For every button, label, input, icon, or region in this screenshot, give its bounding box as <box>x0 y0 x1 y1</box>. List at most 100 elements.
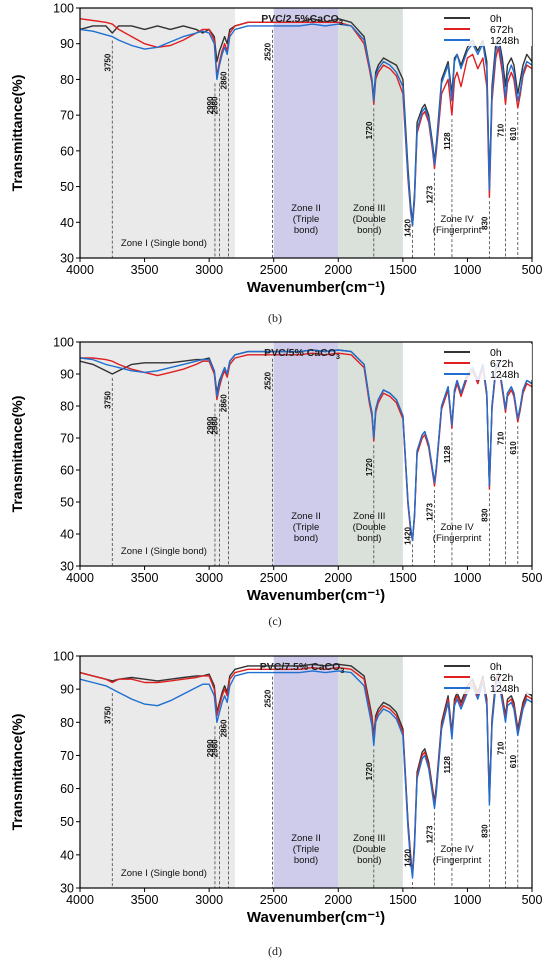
series-line-1248h <box>79 349 533 542</box>
peak-label-3750: 3750 <box>103 706 112 724</box>
zone-label-4: Zone IV (Fingerprint <box>433 214 482 236</box>
chart-panel-c: 3750 2990 2980 2860 2520 1720 1420 1273 1128 830 7… <box>0 332 550 622</box>
y-tick-label-40: 40 <box>60 528 74 542</box>
peak-label-610: 610 <box>509 127 518 141</box>
peak-label-2860: 2860 <box>220 719 229 737</box>
zone-label-3: Zone III (Double bond) <box>353 511 386 544</box>
zone-label-2: Zone II (Triple bond) <box>291 203 321 236</box>
zone-label-1: Zone I (Single bond) <box>121 546 207 557</box>
x-tick-label-1500: 1500 <box>389 571 417 585</box>
peak-label-1273: 1273 <box>425 503 434 521</box>
peak-label-1720: 1720 <box>365 458 374 476</box>
x-tick-label-500: 500 <box>522 263 543 277</box>
legend-label-672h: 672h <box>490 24 514 36</box>
plot-frame <box>79 655 533 889</box>
y-tick-label-90: 90 <box>60 683 74 697</box>
peak-label-1420: 1420 <box>404 849 413 867</box>
y-tick-label-50: 50 <box>60 496 74 510</box>
panel-label-d: (d) <box>268 944 282 958</box>
y-tick-label-100: 100 <box>53 650 74 664</box>
y-tick-label-30: 30 <box>60 560 74 574</box>
peak-label-2990: 2990 <box>206 96 215 114</box>
plot-frame <box>79 341 533 567</box>
legend-label-672h: 672h <box>490 358 514 370</box>
legend-label-0h: 0h <box>490 661 502 673</box>
y-tick-label-90: 90 <box>60 37 74 51</box>
chart-title: PVC/7.5% CaCO3 <box>260 661 345 675</box>
plot-frame <box>79 7 533 259</box>
y-axis-label: Transmittance(%) <box>9 75 25 192</box>
chart-panel-d: 3750 2990 2980 2860 2520 1720 1420 1273 1128 830 7… <box>0 642 550 938</box>
y-tick-label-70: 70 <box>60 432 74 446</box>
series-line-1248h <box>79 670 533 879</box>
peak-label-2990: 2990 <box>206 416 215 434</box>
y-tick-label-100: 100 <box>53 336 74 350</box>
peak-label-1128: 1128 <box>443 756 452 774</box>
y-tick-label-80: 80 <box>60 73 74 87</box>
peak-label-1720: 1720 <box>365 762 374 780</box>
x-tick-label-4000: 4000 <box>66 893 94 907</box>
legend-label-672h: 672h <box>490 672 514 684</box>
zone-label-3: Zone III (Double bond) <box>353 203 386 236</box>
zone-band-3 <box>338 8 403 258</box>
series-line-1248h <box>79 23 533 227</box>
y-tick-label-60: 60 <box>60 144 74 158</box>
chart-title: PVC/2.5%CaCO3 <box>261 13 343 27</box>
y-tick-label-40: 40 <box>60 216 74 230</box>
peak-label-2860: 2860 <box>220 71 229 89</box>
x-tick-label-1000: 1000 <box>454 893 482 907</box>
peak-label-1273: 1273 <box>425 185 434 203</box>
peak-label-2520: 2520 <box>263 689 272 707</box>
x-axis-label: Wavenumber(cm⁻¹) <box>247 279 385 296</box>
zone-label-2: Zone II (Triple bond) <box>291 833 321 866</box>
x-tick-label-3000: 3000 <box>195 571 223 585</box>
peak-label-710: 710 <box>497 741 506 755</box>
zone-band-2 <box>273 656 339 888</box>
peak-label-1720: 1720 <box>365 121 374 139</box>
x-tick-label-3000: 3000 <box>195 893 223 907</box>
y-tick-label-40: 40 <box>60 848 74 862</box>
x-tick-label-3500: 3500 <box>131 263 159 277</box>
zone-band-3 <box>338 342 403 566</box>
legend-label-1248h: 1248h <box>490 683 519 695</box>
x-tick-label-1500: 1500 <box>389 893 417 907</box>
peak-label-830: 830 <box>480 508 489 522</box>
panel-label-b: (b) <box>268 311 282 325</box>
y-tick-label-80: 80 <box>60 400 74 414</box>
x-tick-label-3500: 3500 <box>131 893 159 907</box>
legend-label-1248h: 1248h <box>490 35 519 47</box>
zone-label-1: Zone I (Single bond) <box>121 238 207 249</box>
peak-label-2520: 2520 <box>263 371 272 389</box>
y-tick-label-60: 60 <box>60 464 74 478</box>
legend-label-0h: 0h <box>490 13 502 25</box>
x-tick-label-2000: 2000 <box>324 571 352 585</box>
zone-label-4: Zone IV (Fingerprint <box>433 844 482 866</box>
chart-panel-b: 3750 2990 2980 2860 2520 1720 1420 1273 1128 830 7… <box>0 0 550 310</box>
peak-label-3750: 3750 <box>103 391 112 409</box>
y-tick-label-80: 80 <box>60 716 74 730</box>
legend-label-0h: 0h <box>490 347 502 359</box>
peak-label-2860: 2860 <box>220 394 229 412</box>
zone-label-3: Zone III (Double bond) <box>353 833 386 866</box>
zone-label-2: Zone II (Triple bond) <box>291 511 321 544</box>
peak-label-1420: 1420 <box>404 219 413 237</box>
peak-label-2980: 2980 <box>210 739 219 757</box>
peak-label-1128: 1128 <box>443 132 452 150</box>
x-tick-label-500: 500 <box>522 571 543 585</box>
y-tick-label-30: 30 <box>60 882 74 896</box>
peak-label-610: 610 <box>509 754 518 768</box>
zone-band-1 <box>80 342 274 566</box>
peak-label-610: 610 <box>509 441 518 455</box>
chart-title: PVC/5% CaCO3 <box>264 347 340 361</box>
peak-label-710: 710 <box>497 123 506 137</box>
x-tick-label-2500: 2500 <box>260 893 288 907</box>
x-tick-label-3500: 3500 <box>131 571 159 585</box>
peak-label-3750: 3750 <box>103 53 112 71</box>
peak-label-2520: 2520 <box>263 42 272 60</box>
peak-label-2990: 2990 <box>206 739 215 757</box>
zone-label-1: Zone I (Single bond) <box>121 868 207 879</box>
x-tick-label-2500: 2500 <box>260 571 288 585</box>
